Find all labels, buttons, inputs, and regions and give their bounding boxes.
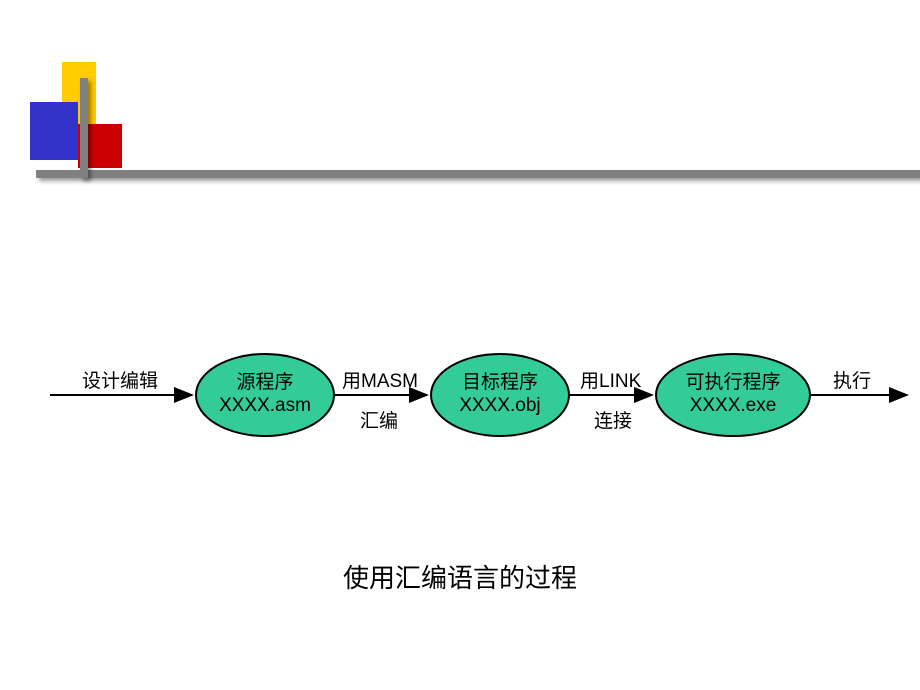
arrow2-label-top: 用MASM bbox=[342, 366, 418, 393]
flow-node-source: 源程序 XXXX.asm bbox=[195, 353, 335, 437]
node1-title: 源程序 bbox=[236, 372, 293, 395]
arrow3-label-top: 用LINK bbox=[580, 366, 641, 393]
logo-rect-blue bbox=[30, 102, 78, 160]
node3-subtitle: XXXX.exe bbox=[690, 395, 777, 418]
flow-node-exe: 可执行程序 XXXX.exe bbox=[655, 353, 811, 437]
arrow4-label-top: 执行 bbox=[833, 366, 871, 393]
arrow2-label-bottom: 汇编 bbox=[360, 406, 398, 433]
diagram-caption: 使用汇编语言的过程 bbox=[0, 558, 920, 595]
divider-horizontal bbox=[36, 170, 920, 178]
flow-diagram: 源程序 XXXX.asm 目标程序 XXXX.obj 可执行程序 XXXX.ex… bbox=[40, 350, 920, 470]
divider-vertical bbox=[80, 78, 88, 178]
node2-subtitle: XXXX.obj bbox=[459, 395, 540, 418]
arrow1-label-top: 设计编辑 bbox=[82, 366, 158, 393]
node2-title: 目标程序 bbox=[462, 372, 538, 395]
node3-title: 可执行程序 bbox=[685, 372, 780, 395]
flow-node-object: 目标程序 XXXX.obj bbox=[430, 353, 570, 437]
arrow3-label-bottom: 连接 bbox=[594, 406, 632, 433]
node1-subtitle: XXXX.asm bbox=[219, 395, 311, 418]
